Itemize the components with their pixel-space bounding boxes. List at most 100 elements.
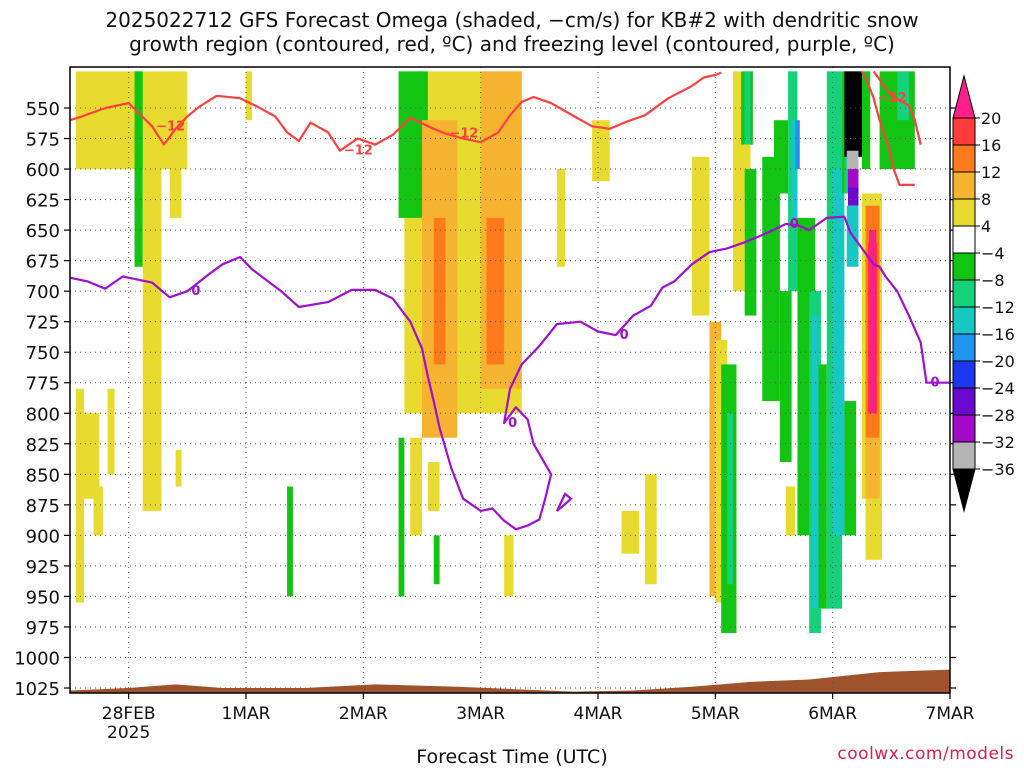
colorbar-label: −24 bbox=[981, 379, 1015, 398]
colorbar-label: −36 bbox=[981, 460, 1015, 479]
x-tick-label: 3MAR bbox=[456, 704, 505, 724]
grid-layer bbox=[70, 67, 951, 693]
omega-shade-cell bbox=[107, 388, 115, 475]
colorbar-swatch bbox=[952, 333, 976, 362]
omega-shade-cell bbox=[818, 364, 827, 609]
chart-title-line1: 2025022712 GFS Forecast Omega (shaded, −… bbox=[105, 8, 919, 32]
omega-shade-cell bbox=[744, 169, 757, 316]
omega-shade-cell bbox=[795, 120, 800, 170]
contour-label: 0 bbox=[790, 217, 799, 232]
omega-shade-cell bbox=[246, 71, 252, 121]
y-tick-label: 1025 bbox=[14, 679, 60, 700]
omega-shade-cell bbox=[433, 217, 446, 365]
credit-text[interactable]: coolwx.com/models bbox=[837, 744, 1014, 764]
y-tick-label: 850 bbox=[26, 465, 60, 486]
y-tick-label: 800 bbox=[26, 404, 60, 425]
y-tick-label: 675 bbox=[26, 252, 60, 273]
y-tick-label: 875 bbox=[26, 496, 60, 517]
y-tick-label: 550 bbox=[26, 99, 60, 120]
y-tick-label: 950 bbox=[26, 587, 60, 608]
colorbar: 20 16 12 8 4 −4 −8 −12 −16 −20 −24 −28 −32 −36 bbox=[952, 74, 1015, 513]
chart-title-line2: growth region (contoured, red, ºC) and f… bbox=[129, 32, 895, 56]
colorbar-swatch bbox=[952, 414, 976, 443]
omega-shade-cell bbox=[169, 71, 182, 218]
y-tick-label: 775 bbox=[26, 374, 60, 395]
colorbar-swatch bbox=[952, 441, 976, 470]
y-tick-label: 900 bbox=[26, 526, 60, 547]
omega-shade-cell bbox=[844, 401, 857, 536]
freezing-level-contour-loop bbox=[555, 492, 573, 512]
colorbar-swatch bbox=[952, 252, 976, 281]
y-tick-label: 825 bbox=[26, 435, 60, 456]
y-tick-label: 650 bbox=[26, 221, 60, 242]
colorbar-label: −20 bbox=[981, 352, 1015, 371]
y-tick-label: 625 bbox=[26, 191, 60, 212]
colorbar-label: 12 bbox=[981, 163, 1001, 182]
contour-label: 0 bbox=[191, 284, 200, 299]
colorbar-top-arrow bbox=[952, 74, 976, 119]
colorbar-swatch bbox=[952, 279, 976, 308]
colorbar-label: 8 bbox=[981, 190, 991, 209]
colorbar-swatch bbox=[952, 225, 976, 254]
colorbar-label: −32 bbox=[981, 433, 1015, 452]
omega-shade-cell bbox=[715, 340, 728, 603]
omega-shade-cell bbox=[847, 169, 859, 188]
y-tick-label: 925 bbox=[26, 557, 60, 578]
terrain-fill bbox=[70, 669, 950, 693]
omega-shade-cell bbox=[897, 71, 909, 121]
omega-shade-cell bbox=[621, 510, 640, 554]
x-axis-title: Forecast Time (UTC) bbox=[416, 746, 608, 768]
x-tick-label: 7MAR bbox=[926, 704, 975, 724]
colorbar-swatch bbox=[952, 360, 976, 389]
axes-layer: 550 575 600 625 650 675 700 725 750 775 800 825 850 8… bbox=[14, 66, 975, 743]
omega-shade-cell bbox=[592, 120, 610, 182]
colorbar-label: −12 bbox=[981, 298, 1015, 317]
contour-label: 0 bbox=[508, 416, 517, 431]
freezing-level-contour-line bbox=[70, 215, 950, 531]
omega-shade-cell bbox=[418, 71, 428, 121]
colorbar-swatch bbox=[952, 171, 976, 200]
colorbar-label: −16 bbox=[981, 325, 1015, 344]
omega-shade-cell bbox=[644, 474, 657, 585]
x-tick-label: 28FEB bbox=[102, 704, 156, 724]
omega-shade-cell bbox=[762, 156, 780, 402]
omega-shade-cell bbox=[862, 71, 871, 170]
plot-frame bbox=[69, 66, 951, 694]
colorbar-label: 4 bbox=[981, 217, 991, 236]
colorbar-label: −4 bbox=[981, 244, 1005, 263]
omega-shade-cell bbox=[832, 169, 845, 536]
colorbar-label: 20 bbox=[981, 109, 1001, 128]
omega-shade-cell bbox=[811, 315, 819, 609]
contour-label: 0 bbox=[931, 376, 940, 391]
omega-shade-cell bbox=[81, 413, 100, 499]
colorbar-label: 16 bbox=[981, 136, 1001, 155]
omega-shade-cell bbox=[287, 486, 293, 597]
x-tick-label: 1MAR bbox=[222, 704, 271, 724]
colorbar-swatch bbox=[952, 144, 976, 173]
dgz-contour-line bbox=[872, 70, 922, 145]
omega-shade-cell bbox=[75, 71, 188, 170]
omega-shade-cell bbox=[865, 437, 880, 499]
omega-shade-cell bbox=[427, 462, 440, 511]
omega-shade-cell bbox=[774, 120, 789, 194]
colorbar-label: −28 bbox=[981, 406, 1015, 425]
contour-label: −12 bbox=[344, 144, 373, 159]
contour-layer: −12 −12 −12 −12 0 0 0 0 0 bbox=[70, 70, 950, 531]
terrain-layer bbox=[70, 669, 950, 693]
omega-shade-cell bbox=[791, 120, 798, 218]
x-tick-sublabel: 2025 bbox=[107, 723, 150, 743]
contour-label: −12 bbox=[878, 91, 907, 106]
omega-shade-cell bbox=[398, 437, 405, 597]
colorbar-swatch bbox=[952, 306, 976, 335]
x-tick-label: 5MAR bbox=[691, 704, 740, 724]
omega-shade-cell bbox=[93, 486, 103, 536]
omega-shade-cell bbox=[847, 187, 859, 206]
omega-shade-cell bbox=[779, 291, 792, 463]
omega-shade-cell bbox=[865, 498, 882, 560]
omega-shade-cell bbox=[433, 535, 440, 585]
contour-label: −12 bbox=[156, 119, 185, 134]
omega-shade-cell bbox=[844, 71, 862, 157]
omega-shade-cell bbox=[142, 169, 162, 511]
colorbar-bottom-arrow bbox=[952, 468, 976, 513]
